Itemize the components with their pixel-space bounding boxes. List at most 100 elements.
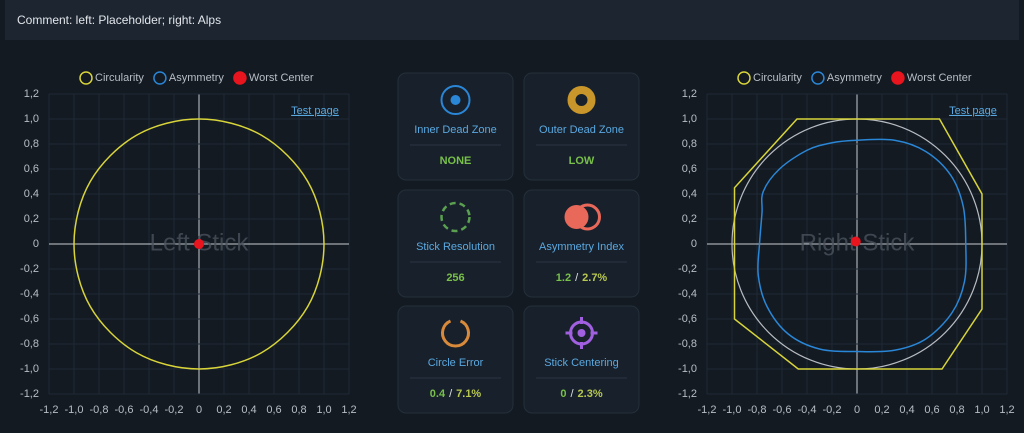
y-tick-label: 1,0 [24,113,39,125]
card-box [523,189,640,298]
legend-marker [153,71,167,85]
icon [441,319,470,348]
card-title: Circle Error [428,357,484,369]
x-tick-label: 1,2 [999,404,1014,416]
y-tick-label: 0 [691,238,697,250]
card: Asymmetry Index 1.2 /2.7% [523,189,640,298]
x-tick-label: -1,0 [723,404,742,416]
comment: Comment: left: Placeholder; right: Alps [17,13,221,27]
icon [565,317,598,349]
card: Outer Dead Zone LOW [523,72,640,181]
value: 0.4 [430,388,446,400]
y-tick-label: -0,4 [20,288,39,300]
value: 1.2 [556,272,571,284]
card: Inner Dead Zone NONE [397,72,514,181]
icon [567,86,596,114]
card-value: 256 [446,272,464,284]
x-tick-label: 0,8 [291,404,306,416]
card-box [397,305,514,414]
y-tick-label: -1,0 [20,363,39,375]
legend-label: Worst Center [249,72,314,84]
x-tick-label: -0,6 [115,404,134,416]
legend-label: Asymmetry [169,72,225,84]
value: 0 [560,388,566,400]
percent: 7.1% [456,388,481,400]
y-tick-label: 0 [33,238,39,250]
legend-label: Circularity [753,72,802,84]
y-tick-label: -0,6 [678,313,697,325]
y-tick-label: 0,2 [682,213,697,225]
stick-chart: -1,2 -1,0 -0,8 -0,6 -0,4 -0,2 0 0,2 0,4 0,6 0,8 1,0… [20,71,357,416]
y-tick-label: 0,4 [24,188,39,200]
x-tick-label: 0,4 [899,404,914,416]
x-tick-label: 0,4 [241,404,256,416]
stick-outline [73,118,325,370]
x-tick-label: 0,2 [216,404,231,416]
value: NONE [440,155,472,167]
y-tick-label: 0,8 [682,138,697,150]
y-tick-label: -1,2 [678,388,697,400]
icon [574,203,601,231]
comment-bar [5,0,1019,40]
y-tick-label: 1,2 [24,88,39,100]
percent: 2.3% [578,388,603,400]
legend-marker [891,71,905,85]
worst-center [850,236,861,247]
stick-outline [733,118,983,370]
card-title: Outer Dead Zone [539,124,624,136]
test-page-link[interactable]: Test page [949,105,997,117]
card: Stick Resolution 256 [397,189,514,298]
y-tick-label: -0,6 [20,313,39,325]
value: LOW [569,155,595,167]
y-tick-label: 0,6 [682,163,697,175]
y-tick-label: 0,2 [24,213,39,225]
stick-chart: -1,2 -1,0 -0,8 -0,6 -0,4 -0,2 0 0,2 0,4 0,6 0,8 1,0… [678,71,1015,416]
x-tick-label: 0,8 [949,404,964,416]
card-value: NONE [440,155,472,167]
legend-label: Asymmetry [827,72,883,84]
x-tick-label: -0,6 [773,404,792,416]
x-tick-label: -0,2 [823,404,842,416]
card-box [523,72,640,181]
worst-center [194,239,204,249]
card-title: Stick Centering [544,357,619,369]
legend-marker [79,71,93,85]
icon [577,329,586,337]
x-tick-label: 1,2 [341,404,356,416]
icon [450,95,461,105]
x-tick-label: -0,4 [140,404,159,416]
x-tick-label: -0,4 [798,404,817,416]
icon [440,201,471,233]
y-tick-label: -0,8 [678,338,697,350]
y-tick-label: 1,2 [682,88,697,100]
x-tick-label: -0,2 [165,404,184,416]
y-tick-label: 1,0 [682,113,697,125]
legend-marker [233,71,247,85]
separator: / [575,272,579,284]
card: Stick Centering 0 / 2.3% [523,305,640,414]
y-tick-label: -0,8 [20,338,39,350]
card: Circle Error 0.4/7.1% [397,305,514,414]
value: 256 [446,272,464,284]
card-box [397,189,514,298]
y-tick-label: -0,2 [20,263,39,275]
card-title: Inner Dead Zone [414,124,497,136]
legend-marker [811,71,825,85]
card-title: Asymmetry Index [539,241,624,253]
y-tick-label: -0,2 [678,263,697,275]
card-value: 0 / 2.3% [560,388,602,400]
y-tick-label: -1,2 [20,388,39,400]
y-tick-label: -1,0 [678,363,697,375]
card-value: LOW [569,155,595,167]
x-tick-label: -1,2 [698,404,717,416]
card-box [397,72,514,181]
legend-label: Circularity [95,72,144,84]
x-tick-label: 0 [854,404,860,416]
x-tick-label: -0,8 [748,404,767,416]
x-tick-label: 0,6 [924,404,939,416]
test-page-link[interactable]: Test page [291,105,339,117]
x-tick-label: -1,0 [65,404,84,416]
stick-outline [757,138,967,353]
